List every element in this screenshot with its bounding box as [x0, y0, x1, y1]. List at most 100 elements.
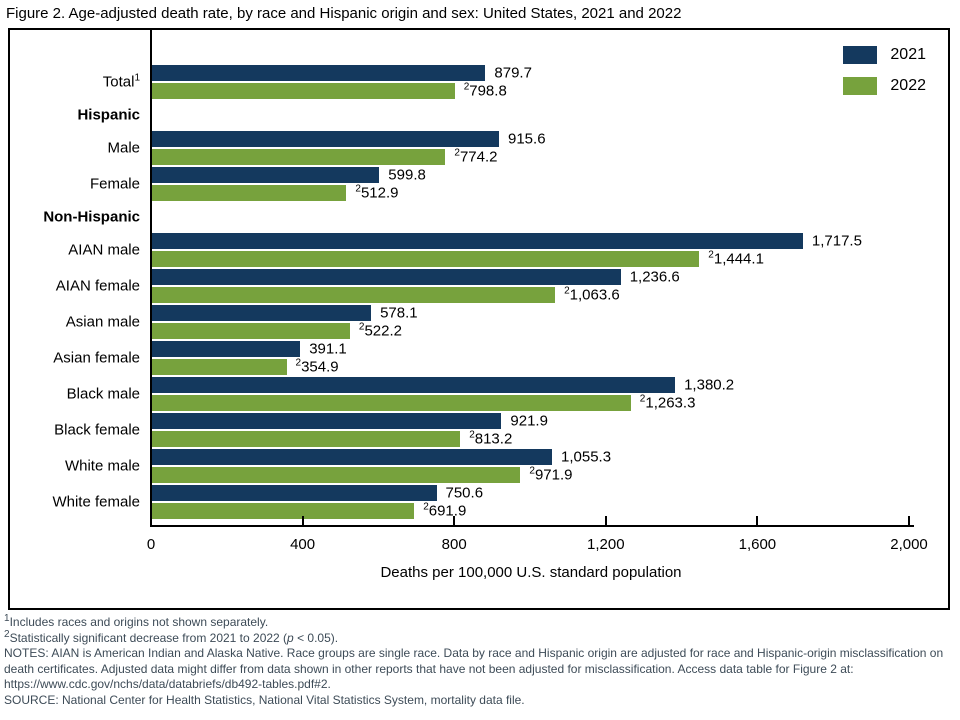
group-header-label: Hispanic	[77, 106, 140, 124]
value-label-2021: 915.6	[508, 130, 546, 148]
category-label: Male	[107, 139, 140, 157]
figure-title: Figure 2. Age-adjusted death rate, by ra…	[6, 5, 682, 22]
footnote-2-marker: 2	[4, 628, 10, 640]
bar-pair-row: Black male 1,380.2 21,263.3	[67, 376, 910, 412]
x-axis-tick	[756, 516, 759, 525]
value-label-2022: 2971.9	[529, 465, 573, 484]
x-axis-tick-label: 0	[146, 536, 156, 553]
bar-pair-row: Total1 879.7 2798.8	[103, 64, 910, 100]
footnote-source: SOURCE: National Center for Health Stati…	[4, 692, 525, 707]
x-axis-tick	[150, 516, 152, 525]
bar-pair-row: Asian female 391.1 2354.9	[53, 340, 910, 376]
bar-pair-row: White male 1,055.3 2971.9	[65, 448, 910, 484]
bar-2022	[152, 323, 350, 339]
bar-2021	[152, 449, 552, 465]
x-axis-tick-label: 1,200	[587, 536, 625, 553]
x-axis-tick-label: 800	[441, 536, 467, 553]
x-axis-tick-label: 400	[290, 536, 316, 553]
value-label-2021: 879.7	[494, 64, 532, 82]
category-label: AIAN female	[55, 277, 140, 295]
value-label-2022: 2813.2	[469, 429, 513, 448]
bar-2021	[152, 377, 676, 393]
bar-2021	[152, 131, 499, 147]
category-label: Black male	[66, 385, 140, 403]
bar-2021	[152, 305, 372, 321]
value-label-2021: 1,380.2	[684, 376, 735, 394]
value-label-2022: 2512.9	[355, 183, 399, 202]
bar-2021	[152, 167, 380, 183]
category-label: White male	[64, 457, 140, 475]
bar-2022	[152, 359, 287, 375]
value-label-2022: 2354.9	[295, 357, 339, 376]
category-label: Female	[89, 175, 140, 193]
bar-pair-row: Black female 921.9 2813.2	[54, 412, 910, 448]
value-label-2022: 2798.8	[463, 81, 507, 100]
value-label-2021: 1,055.3	[561, 448, 612, 466]
x-axis-title: Deaths per 100,000 U.S. standard populat…	[380, 564, 682, 581]
value-label-2022: 21,444.1	[708, 249, 764, 268]
legend-item-2021: 2021	[843, 46, 926, 64]
value-label-2021: 578.1	[380, 304, 418, 322]
group-header-label: Non-Hispanic	[43, 208, 140, 226]
legend-item-2022: 2022	[843, 77, 926, 95]
bar-2022	[152, 287, 556, 303]
footnote-2-text: Statistically significant decrease from …	[9, 630, 288, 645]
legend-swatch-2021	[843, 46, 878, 64]
bar-pair-row: Female 599.8 2512.9	[90, 166, 910, 202]
bar-2022	[152, 149, 446, 165]
x-axis-tick	[301, 516, 304, 525]
legend: 2021 2022	[843, 46, 926, 95]
value-label-2021: 391.1	[309, 340, 347, 358]
x-axis-tick-label: 2,000	[890, 536, 928, 553]
bar-2022	[152, 251, 700, 267]
bar-2022	[152, 83, 455, 99]
legend-swatch-2022	[843, 77, 878, 95]
y-axis-line	[150, 30, 152, 527]
value-label-2021: 750.6	[445, 484, 484, 502]
x-axis-line	[150, 525, 914, 527]
bar-2022	[152, 185, 347, 201]
value-label-2022: 2691.9	[423, 501, 467, 520]
footnote-1-marker: 1	[4, 613, 10, 624]
bar-2022	[152, 395, 631, 411]
group-header: Hispanic	[77, 101, 910, 129]
bar-2021	[152, 65, 486, 81]
bar-2021	[152, 413, 502, 429]
legend-label-2021: 2021	[890, 46, 926, 63]
bar-pair-row: AIAN female 1,236.6 21,063.6	[56, 268, 910, 304]
bar-pair-row: Asian male 578.1 2522.2	[66, 304, 910, 340]
value-label-2021: 1,236.6	[629, 268, 680, 286]
bar-rows-container: Total1 879.7 2798.8 Hispanic Male 915.6 2774.2…	[10, 30, 912, 521]
category-label: AIAN male	[68, 241, 140, 259]
chart-area: Total1 879.7 2798.8 Hispanic Male 915.6 2774.2…	[8, 28, 950, 610]
footnote-2: 2Statistically significant decrease from…	[4, 628, 954, 647]
bar-2021	[152, 485, 437, 501]
value-label-2022: 2522.2	[358, 321, 402, 340]
value-label-2022: 21,063.6	[564, 285, 620, 304]
value-label-2022: 21,263.3	[639, 393, 696, 412]
bar-pair-row: AIAN male 1,717.5 21,444.1	[68, 232, 910, 268]
footnote-2-p-italic: p	[287, 630, 294, 645]
x-axis-tick	[453, 516, 456, 525]
bar-2021	[152, 233, 803, 249]
bar-2022	[152, 467, 521, 483]
legend-label-2022: 2022	[890, 77, 926, 94]
category-label: Asian female	[53, 349, 140, 367]
category-label: White female	[52, 493, 140, 511]
x-axis-tick-label: 1,600	[738, 536, 777, 553]
bar-2021	[152, 341, 301, 357]
x-axis-tick	[908, 516, 910, 525]
footnote-notes: NOTES: AIAN is American Indian and Alask…	[4, 646, 944, 691]
value-label-2021: 921.9	[510, 412, 548, 430]
bar-2022	[152, 431, 461, 447]
value-label-2022: 2774.2	[454, 147, 498, 166]
footnote-1-text: Includes races and origins not shown sep…	[9, 615, 269, 629]
x-axis-tick	[604, 516, 607, 525]
value-label-2021: 599.8	[388, 166, 426, 184]
category-label: Black female	[54, 421, 140, 439]
footnote-1: 1Includes races and origins not shown se…	[4, 613, 954, 631]
bar-pair-row: Male 915.6 2774.2	[107, 130, 910, 166]
value-label-2021: 1,717.5	[811, 232, 862, 250]
footnote-2-text-end: < 0.05).	[293, 630, 339, 645]
